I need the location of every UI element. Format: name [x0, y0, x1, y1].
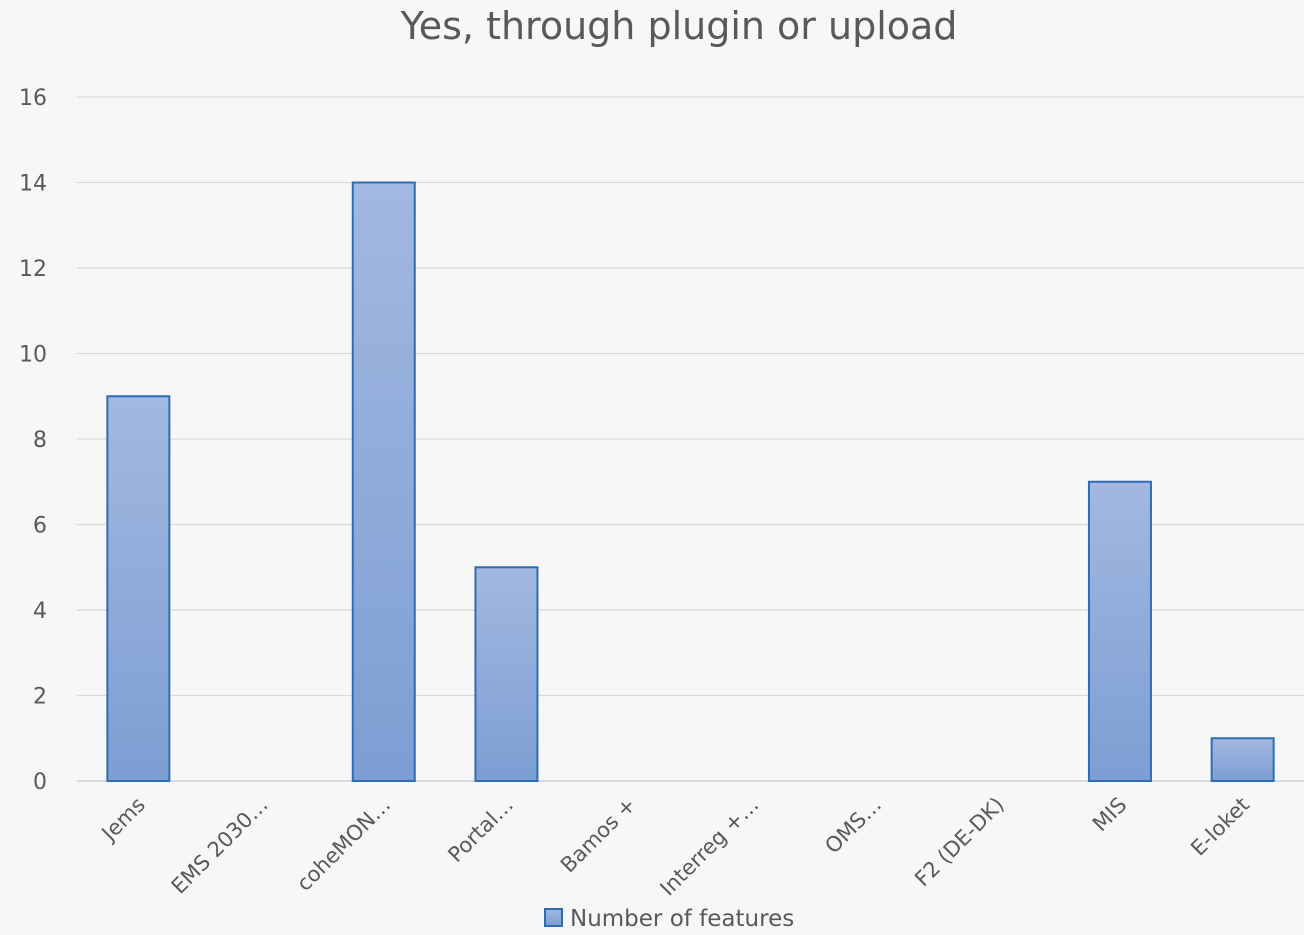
y-tick-label: 16: [19, 86, 47, 111]
x-category-label: Interreg +…: [655, 793, 763, 901]
x-axis-labels: Jems EMS 2030… coheMON… Portal… Bamos + Inter…: [96, 793, 1254, 901]
gridlines: [77, 96, 1304, 782]
x-category-label: E-loket: [1186, 793, 1254, 861]
y-tick-label: 2: [33, 685, 47, 710]
legend: Number of features: [544, 906, 794, 932]
x-category-label: Jems: [96, 793, 150, 847]
x-category-label: MIS: [1088, 793, 1132, 837]
x-category-label: Portal…: [443, 793, 517, 867]
x-category-label: coheMON…: [292, 793, 395, 896]
legend-swatch: [544, 908, 563, 927]
legend-label: Number of features: [570, 906, 794, 932]
bars: [106, 181, 1275, 782]
y-tick-label: 10: [19, 343, 47, 368]
y-tick-label: 0: [33, 770, 47, 795]
y-tick-label: 6: [33, 514, 47, 539]
y-tick-label: 12: [19, 257, 47, 282]
bar-8: [1087, 480, 1152, 782]
y-tick-label: 4: [33, 599, 47, 624]
y-axis-ticks: 0 2 4 6 8 10 12 14 16: [19, 86, 47, 795]
y-tick-label: 14: [19, 172, 47, 197]
bar-2: [351, 181, 416, 782]
x-category-label: F2 (DE-DK): [910, 793, 1009, 892]
x-category-label: Bamos +: [556, 793, 641, 878]
chart-title: Yes, through plugin or upload: [400, 4, 958, 48]
y-tick-label: 8: [33, 428, 47, 453]
x-category-label: EMS 2030…: [167, 793, 273, 899]
x-category-label: OMS…: [820, 793, 886, 859]
bar-9: [1210, 737, 1275, 782]
bar-3: [474, 566, 539, 782]
bar-0: [106, 395, 171, 782]
